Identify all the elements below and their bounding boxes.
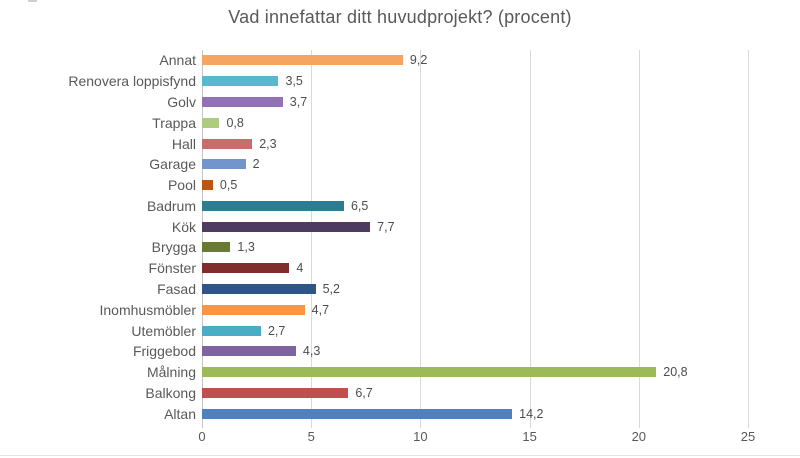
bar-badrum bbox=[202, 200, 344, 211]
gridline bbox=[529, 50, 531, 428]
category-label-altan: Altan bbox=[164, 405, 196, 422]
category-label-målning: Målning bbox=[146, 364, 196, 381]
value-label: 9,2 bbox=[409, 53, 428, 68]
bar-row: 6,7 bbox=[202, 383, 748, 404]
category-label-badrum: Badrum bbox=[146, 197, 196, 214]
bar-inomhusmöbler bbox=[202, 304, 305, 315]
bar-row: 2 bbox=[202, 154, 748, 175]
value-axis-line bbox=[202, 50, 203, 428]
value-label: 7,7 bbox=[377, 219, 395, 234]
gridline bbox=[420, 50, 422, 428]
chart-bottom-border bbox=[0, 455, 800, 456]
value-label: 2,7 bbox=[267, 323, 286, 338]
bar-fönster bbox=[202, 263, 290, 274]
bar-row: 2,7 bbox=[202, 320, 748, 341]
bar-row: 9,2 bbox=[202, 50, 748, 71]
bar-row: 3,5 bbox=[202, 71, 748, 92]
bar-pool bbox=[202, 180, 213, 191]
value-label: 6,5 bbox=[350, 198, 369, 213]
category-label-annat: Annat bbox=[159, 52, 196, 69]
bar-utemöbler bbox=[202, 325, 261, 336]
gridline bbox=[638, 50, 640, 428]
bar-row: 5,2 bbox=[202, 279, 748, 300]
category-label-kök: Kök bbox=[171, 218, 196, 235]
bar-balkong bbox=[202, 387, 349, 398]
value-label: 0,5 bbox=[219, 178, 238, 193]
value-label: 6,7 bbox=[355, 385, 373, 400]
category-label-pool: Pool bbox=[167, 177, 196, 194]
x-tick-label: 0 bbox=[198, 429, 206, 444]
bar-row: 4,7 bbox=[202, 299, 748, 320]
category-label-brygga: Brygga bbox=[151, 239, 196, 256]
x-tick-label: 25 bbox=[740, 429, 756, 444]
bar-fasad bbox=[202, 283, 316, 294]
x-tick-label: 10 bbox=[413, 429, 428, 444]
crop-artifact bbox=[28, 0, 37, 2]
bar-annat bbox=[202, 55, 403, 66]
bar-renovera-loppisfynd bbox=[202, 76, 279, 87]
bar-row: 1,3 bbox=[202, 237, 748, 258]
value-label: 3,7 bbox=[289, 94, 308, 109]
value-label: 0,8 bbox=[226, 115, 244, 130]
category-label-trappa: Trappa bbox=[152, 114, 196, 131]
bar-row: 6,5 bbox=[202, 195, 748, 216]
bar-row: 0,5 bbox=[202, 175, 748, 196]
bar-row: 0,8 bbox=[202, 112, 748, 133]
value-label: 1,3 bbox=[237, 240, 255, 255]
category-label-fasad: Fasad bbox=[157, 280, 196, 297]
x-tick-label: 5 bbox=[307, 429, 315, 444]
category-axis: Annat Renovera loppisfynd Golv Trappa Hall Ga… bbox=[0, 50, 196, 424]
value-label: 4,3 bbox=[302, 344, 321, 359]
value-label: 3,5 bbox=[285, 74, 303, 89]
value-label: 5,2 bbox=[322, 281, 340, 296]
bars-area: 9,2 3,5 3,7 0,8 2,3 2 0,5 6,5 7,7 1,3 4 5,2 4,7 2,7 4,… bbox=[202, 50, 748, 424]
category-label-utemöbler: Utemöbler bbox=[131, 322, 196, 339]
value-label: 14,2 bbox=[519, 406, 544, 421]
bar-row: 4 bbox=[202, 258, 748, 279]
bar-altan bbox=[202, 408, 513, 419]
bar-brygga bbox=[202, 242, 231, 253]
bar-row: 20,8 bbox=[202, 362, 748, 383]
value-label: 20,8 bbox=[663, 365, 688, 380]
category-label-renovera-loppisfynd: Renovera loppisfynd bbox=[68, 73, 196, 90]
x-tick-label: 20 bbox=[631, 429, 647, 444]
category-label-hall: Hall bbox=[171, 135, 196, 152]
bar-row: 4,3 bbox=[202, 341, 748, 362]
gridline bbox=[748, 50, 749, 428]
value-label: 4 bbox=[296, 261, 304, 276]
bar-trappa bbox=[202, 117, 220, 128]
category-label-inomhusmöbler: Inomhusmöbler bbox=[99, 301, 197, 318]
bar-row: 3,7 bbox=[202, 92, 748, 113]
category-label-golv: Golv bbox=[167, 93, 196, 110]
category-label-garage: Garage bbox=[149, 156, 196, 173]
category-label-friggebod: Friggebod bbox=[132, 343, 196, 360]
bar-garage bbox=[202, 159, 246, 170]
gridline bbox=[311, 50, 313, 428]
plot-area: 9,2 3,5 3,7 0,8 2,3 2 0,5 6,5 7,7 1,3 4 5,2 4,7 2,7 4,… bbox=[202, 50, 749, 428]
category-label-balkong: Balkong bbox=[145, 384, 196, 401]
x-tick-label: 15 bbox=[522, 429, 537, 444]
category-label-fönster: Fönster bbox=[148, 260, 196, 277]
bar-friggebod bbox=[202, 346, 296, 357]
value-label: 2,3 bbox=[259, 136, 277, 151]
value-label: 2 bbox=[252, 157, 260, 172]
x-axis: 0 5 10 15 20 25 bbox=[198, 429, 755, 445]
bar-kök bbox=[202, 221, 371, 232]
bar-row: 14,2 bbox=[202, 403, 748, 424]
bar-målning bbox=[202, 367, 657, 378]
bar-row: 7,7 bbox=[202, 216, 748, 237]
bar-row: 2,3 bbox=[202, 133, 748, 154]
bar-golv bbox=[202, 96, 283, 107]
value-label: 4,7 bbox=[311, 302, 330, 317]
chart-title: Vad innefattar ditt huvudprojekt? (proce… bbox=[228, 7, 572, 27]
bar-hall bbox=[202, 138, 253, 149]
